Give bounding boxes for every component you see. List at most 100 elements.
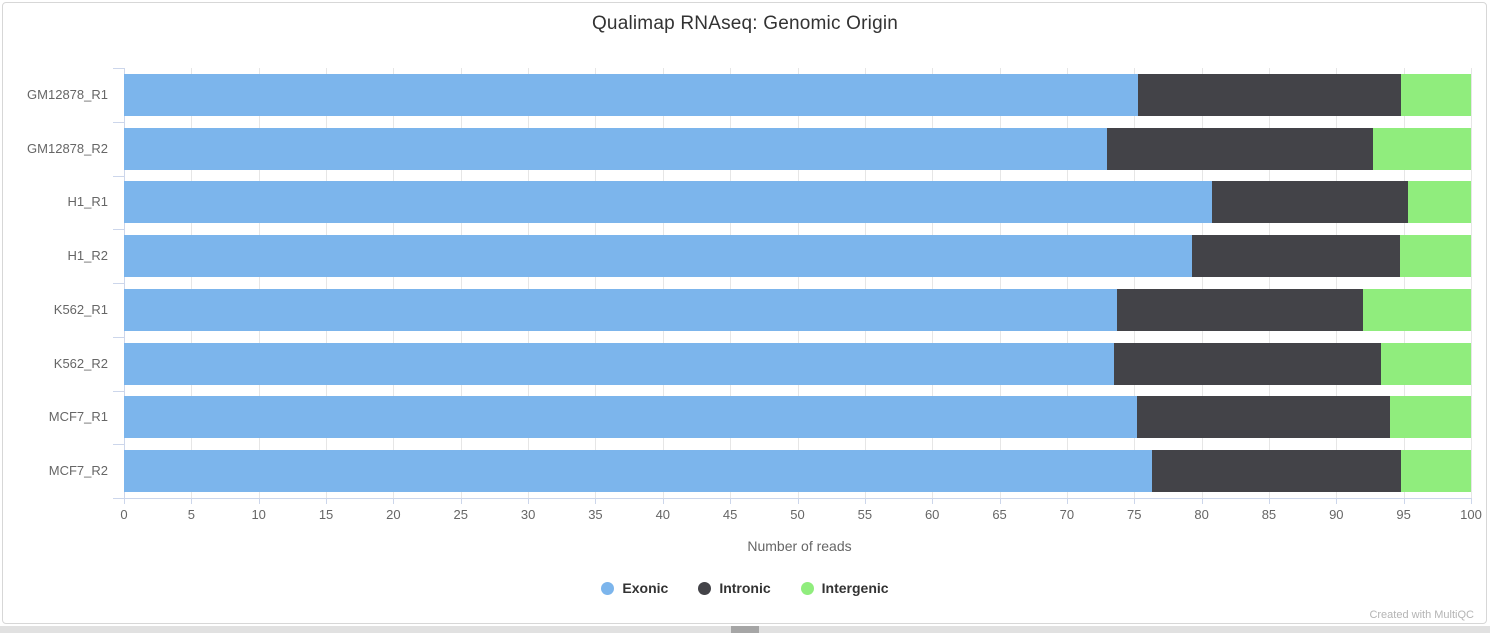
x-tick	[393, 498, 395, 504]
category-tick	[113, 283, 124, 284]
gridline	[1066, 68, 1068, 498]
bar-segment[interactable]	[1363, 288, 1471, 331]
bar-segment[interactable]	[124, 342, 1115, 385]
bar-segment[interactable]	[1372, 127, 1471, 170]
x-tick	[864, 498, 866, 504]
gridline	[1471, 68, 1472, 498]
category-label: K562_R1	[53, 301, 108, 317]
category-tick	[113, 390, 124, 392]
bar-segment[interactable]	[124, 396, 1137, 439]
x-tick-label: 60	[924, 507, 940, 522]
x-tick-label: 95	[1396, 507, 1411, 522]
legend: Exonic Intronic Intergenic	[0, 580, 1490, 596]
x-tick	[1268, 498, 1270, 504]
bar-segment[interactable]	[124, 235, 1193, 278]
bar-segment[interactable]	[124, 73, 1139, 116]
gridline	[730, 68, 732, 498]
category-label: MCF7_R1	[48, 409, 108, 425]
x-tick	[1403, 498, 1405, 504]
bar-segment[interactable]	[1138, 73, 1401, 116]
legend-item-intergenic[interactable]: Intergenic	[800, 580, 889, 596]
gridline	[1134, 68, 1136, 498]
y-axis-line	[124, 68, 125, 498]
bar-segment[interactable]	[1116, 288, 1364, 331]
gridline	[191, 68, 193, 498]
x-tick	[528, 498, 530, 504]
legend-swatch-icon	[601, 581, 615, 595]
horizontal-scrollbar-track[interactable]	[0, 626, 1490, 633]
category-label: K562_R2	[53, 355, 108, 371]
bar-segment[interactable]	[1136, 396, 1391, 439]
chart-title: Qualimap RNAseq: Genomic Origin	[591, 13, 899, 34]
gridline	[258, 68, 260, 498]
bar-segment[interactable]	[1399, 235, 1471, 278]
gridline	[393, 68, 395, 498]
gridline	[460, 68, 462, 498]
bar-segment[interactable]	[1192, 235, 1400, 278]
x-tick	[1201, 498, 1203, 504]
gridline	[797, 68, 799, 498]
x-axis-title: Number of reads	[747, 538, 852, 554]
category-label: H1_R2	[67, 248, 108, 264]
gridline	[999, 68, 1001, 498]
bar-segment[interactable]	[1390, 396, 1471, 439]
gridline	[326, 68, 328, 498]
x-tick	[932, 498, 934, 504]
x-tick	[1134, 498, 1136, 504]
x-tick-label: 90	[1329, 507, 1344, 522]
category-label: GM12878_R2	[27, 140, 108, 156]
gridline	[662, 68, 664, 498]
x-tick-label: 20	[386, 507, 401, 522]
x-tick	[326, 498, 328, 504]
gridline	[1268, 68, 1270, 498]
bar-segment[interactable]	[1114, 342, 1381, 385]
legend-label: Intergenic	[821, 580, 889, 596]
legend-label: Exonic	[622, 580, 669, 596]
x-tick-label: 40	[655, 507, 671, 522]
bar-segment[interactable]	[1151, 450, 1401, 493]
x-tick	[460, 498, 462, 504]
legend-swatch-icon	[800, 581, 814, 595]
bar-segment[interactable]	[1380, 342, 1471, 385]
x-tick	[797, 498, 799, 504]
category-tick	[113, 68, 124, 69]
horizontal-scrollbar-thumb[interactable]	[731, 626, 759, 633]
gridline	[1403, 68, 1405, 498]
bar-segment[interactable]	[1212, 181, 1408, 224]
bar-segment[interactable]	[124, 181, 1213, 224]
x-tick-label: 30	[520, 507, 536, 522]
x-tick	[999, 498, 1001, 504]
category-tick	[113, 444, 124, 446]
multiqc-credit: Created with MultiQC	[1369, 609, 1474, 621]
bar-segment[interactable]	[124, 288, 1117, 331]
x-tick	[730, 498, 732, 504]
x-tick	[124, 498, 125, 504]
x-tick-label: 80	[1194, 507, 1209, 522]
x-tick-label: 15	[318, 507, 334, 522]
bar-segment[interactable]	[1400, 450, 1471, 493]
bar-segment[interactable]	[1407, 181, 1471, 224]
legend-item-exonic[interactable]: Exonic	[601, 580, 668, 596]
bar-segment[interactable]	[124, 127, 1108, 170]
legend-item-intronic[interactable]: Intronic	[698, 580, 771, 596]
bar-segment[interactable]	[124, 450, 1152, 493]
category-label: GM12878_R1	[27, 86, 108, 102]
x-tick-label: 75	[1127, 507, 1142, 522]
category-tick	[113, 498, 124, 499]
x-tick-label: 5	[187, 507, 195, 522]
bar-segment[interactable]	[1107, 127, 1373, 170]
bar-segment[interactable]	[1400, 73, 1471, 116]
category-tick	[113, 229, 124, 231]
x-tick	[1336, 498, 1338, 504]
category-label: MCF7_R2	[48, 463, 108, 479]
x-tick-label: 55	[857, 507, 873, 522]
x-tick-label: 35	[588, 507, 603, 522]
category-label: H1_R1	[67, 194, 108, 210]
x-tick	[1471, 498, 1472, 504]
x-tick-label: 65	[992, 507, 1007, 522]
category-tick	[113, 175, 124, 177]
